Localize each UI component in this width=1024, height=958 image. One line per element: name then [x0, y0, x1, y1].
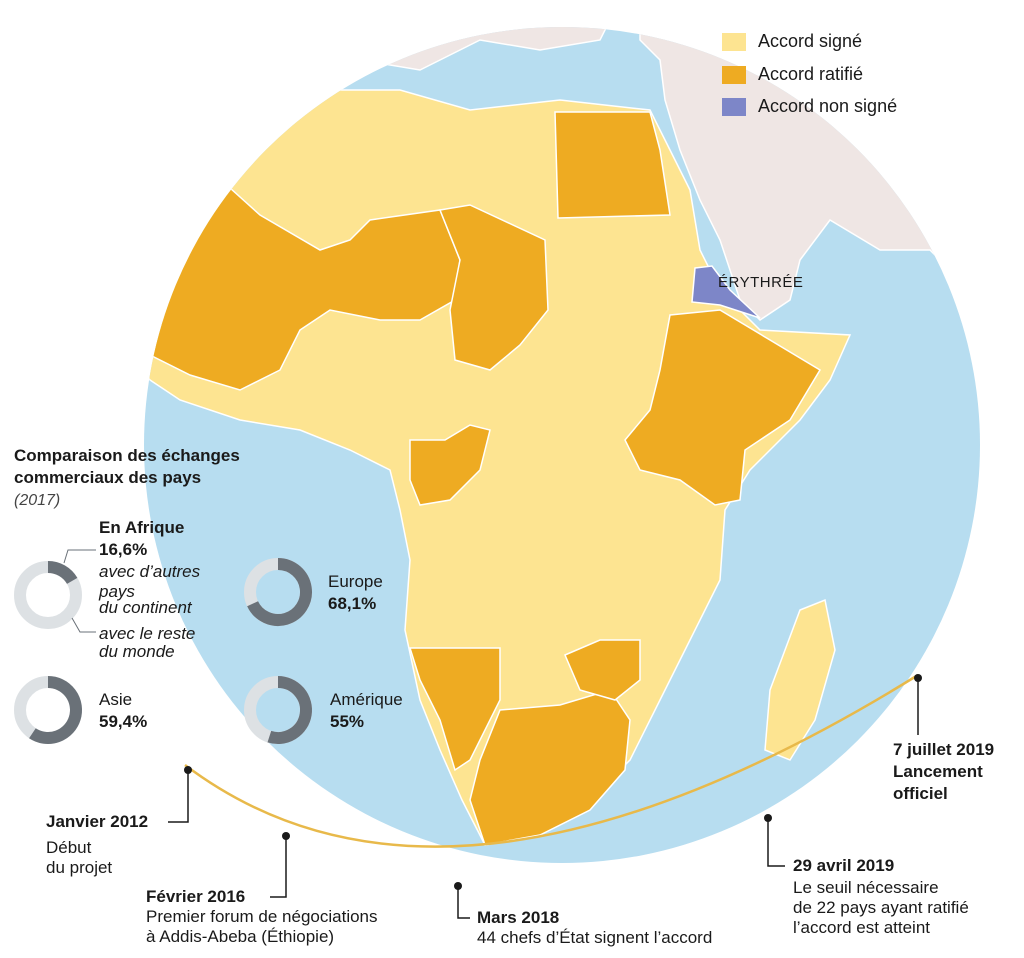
donut-africa — [14, 561, 82, 629]
africa-desc-line2: pays — [99, 582, 135, 601]
timeline-desc-4-line2: de 22 pays ayant ratifié — [793, 898, 969, 917]
timeline-date-2: Février 2016 — [146, 887, 246, 906]
africa-rest-line2: du monde — [99, 642, 175, 661]
timeline-desc-2-line2: à Addis-Abeba (Éthiopie) — [146, 927, 335, 946]
ethiopia-kenya-ratified — [624, 309, 822, 506]
comparison-title-line2: commerciaux des pays — [14, 468, 202, 487]
timeline-desc-4-line3: l’accord est atteint — [793, 918, 931, 937]
timeline-markers — [168, 674, 922, 919]
timeline-date-1: Janvier 2012 — [46, 812, 149, 831]
africa-donut-share — [47, 561, 78, 585]
timeline-desc-1-line1: Début — [46, 838, 92, 857]
namibia-ratified — [408, 647, 501, 772]
asia-donut-share — [29, 676, 82, 744]
donut-asia — [14, 676, 82, 744]
egypt-ratified — [554, 111, 671, 219]
timeline-desc-1-line2: du projet — [46, 858, 113, 877]
asia-name: Asie — [99, 690, 133, 709]
legend-swatch-signed — [722, 32, 746, 51]
africa-desc-line1: avec d’autres — [99, 562, 201, 581]
legend-item-not-signed: Accord non signé — [722, 96, 897, 117]
europe-name: Europe — [328, 572, 383, 591]
donut-america — [244, 676, 312, 744]
america-donut-share — [267, 676, 312, 744]
comparison-title-line1: Comparaison des échanges — [14, 446, 240, 465]
legend-label-not-signed: Accord non signé — [758, 96, 898, 116]
europe-value: 68,1% — [328, 594, 377, 613]
africa-rest-line1: avec le reste — [99, 624, 196, 643]
zimbabwe-ratified — [564, 639, 641, 701]
timeline-desc-5-line1: Lancement — [893, 762, 983, 781]
southern-africa-ratified — [469, 689, 631, 846]
timeline-leader-3 — [457, 886, 470, 919]
timeline-date-4: 29 avril 2019 — [793, 856, 895, 875]
chad-ratified — [438, 204, 549, 371]
legend-item-ratified: Accord ratifié — [722, 64, 863, 85]
africa-share-leader — [63, 549, 96, 564]
eritrea-not-signed — [691, 265, 761, 319]
legend-item-signed: Accord signé — [722, 31, 862, 52]
timeline-desc-3-line1: 44 chefs d’État signent l’accord — [477, 928, 713, 947]
africa-value: 16,6% — [99, 540, 148, 559]
comparison-year: (2017) — [14, 492, 61, 509]
america-value: 55% — [330, 712, 365, 731]
timeline-leader-4 — [767, 818, 785, 867]
timeline-leader-1 — [168, 770, 189, 823]
africa-rest-leader — [71, 617, 96, 633]
legend-label-ratified: Accord ratifié — [758, 64, 864, 84]
congo-ratified — [409, 424, 491, 506]
legend-label-signed: Accord signé — [758, 31, 863, 51]
africa-header: En Afrique — [99, 518, 185, 537]
timeline-arc — [184, 673, 919, 848]
timeline-leader-2 — [270, 836, 287, 898]
timeline-date-5: 7 juillet 2019 — [893, 740, 995, 759]
europe-donut-share — [247, 558, 312, 626]
country-label-eritrea: ÉRYTHRÉE — [718, 274, 804, 291]
donut-europe — [244, 558, 312, 626]
timeline-desc-4-line1: Le seuil nécessaire — [793, 878, 939, 897]
timeline-desc-5-line2: officiel — [893, 784, 948, 803]
asia-value: 59,4% — [99, 712, 148, 731]
timeline-desc-2-line1: Premier forum de négociations — [146, 907, 378, 926]
timeline-date-3: Mars 2018 — [477, 908, 560, 927]
legend-swatch-ratified — [722, 65, 746, 84]
legend-swatch-not-signed — [722, 97, 746, 116]
africa-desc-line3: du continent — [99, 598, 192, 617]
america-name: Amérique — [330, 690, 403, 709]
